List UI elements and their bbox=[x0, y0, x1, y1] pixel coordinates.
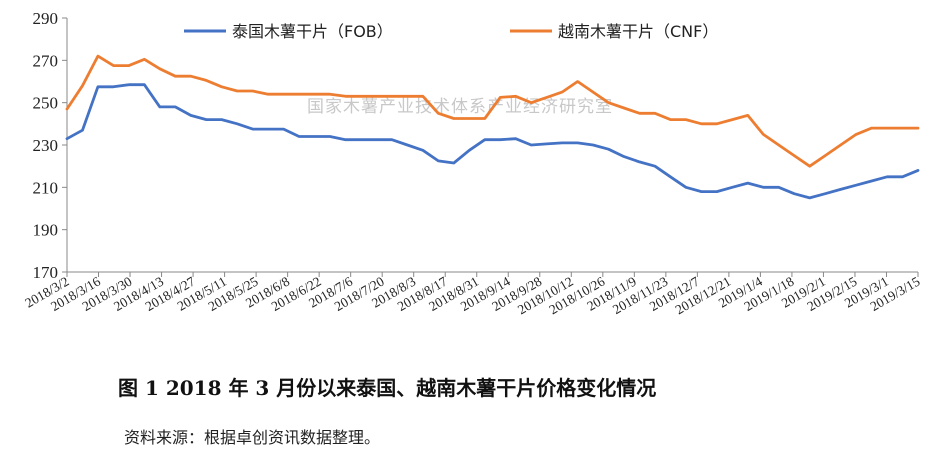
x-axis: 2018/3/22018/3/162018/3/302018/4/132018/… bbox=[22, 271, 923, 317]
y-axis: 170 190 210 230 250 270 290 bbox=[33, 9, 68, 282]
y-tick-label: 250 bbox=[33, 94, 59, 113]
y-tick-label: 170 bbox=[33, 263, 59, 282]
y-tick-label: 290 bbox=[33, 9, 59, 28]
data-source-note: 资料来源：根据卓创资讯数据整理。 bbox=[124, 428, 381, 447]
y-tick-label: 210 bbox=[33, 178, 59, 197]
legend-label-vietnam: 越南木薯干片（CNF） bbox=[558, 22, 718, 41]
series-layer bbox=[65, 54, 920, 200]
series-line-thailand-fob bbox=[65, 83, 920, 200]
y-tick-label: 190 bbox=[33, 221, 59, 240]
legend: 泰国木薯干片（FOB） 越南木薯干片（CNF） bbox=[184, 22, 718, 41]
watermark-text: 国家木薯产业技术体系产业经济研究室 bbox=[307, 97, 613, 117]
legend-label-thailand: 泰国木薯干片（FOB） bbox=[232, 22, 393, 41]
y-tick-label: 270 bbox=[33, 51, 59, 70]
line-chart: 170 190 210 230 250 270 290 2018/3/22018/3/162… bbox=[22, 9, 923, 317]
series-line-vietnam-cnf bbox=[65, 54, 920, 168]
figure-caption: 图 1 2018 年 3 月份以来泰国、越南木薯干片价格变化情况 bbox=[118, 376, 657, 400]
y-tick-label: 230 bbox=[33, 136, 59, 155]
